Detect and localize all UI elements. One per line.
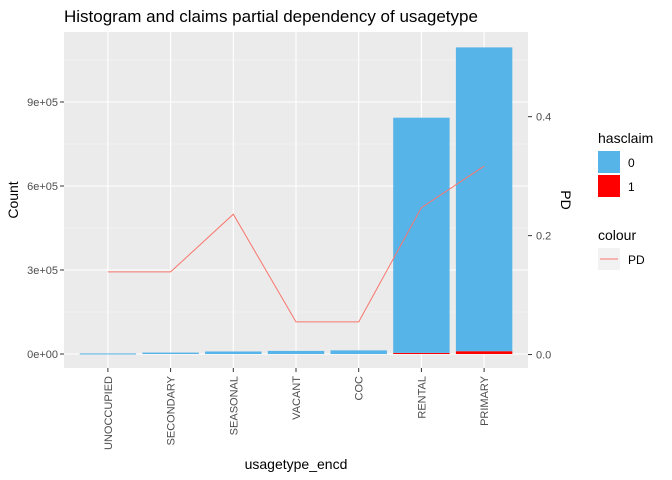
bar-coc-hasclaim-0 [330,350,387,354]
y-axis-left: 0e+00 3e+05 6e+05 9e+05 [27,97,64,361]
x-tick-label-secondary: SECONDARY [166,375,178,445]
bar-seasonal-hasclaim-0 [205,351,262,354]
legend-label-1: 1 [628,180,635,194]
x-axis: UNOCCUPIED SECONDARY SEASONAL VACANT COC RENT… [103,368,491,450]
bar-rental-hasclaim-1 [393,352,450,354]
x-tick-label-rental: RENTAL [416,376,428,419]
bar-unoccupied-hasclaim-0 [79,353,137,355]
x-tick-label-primary: PRIMARY [479,375,491,426]
y-axis-title: Count [5,181,21,218]
x-tick-label-seasonal: SEASONAL [228,376,240,435]
bars [79,47,513,355]
y2-axis-title: PD [558,190,574,209]
bar-primary-hasclaim-1 [455,351,513,354]
bar-primary-hasclaim-0 [455,47,513,352]
bar-vacant-hasclaim-0 [267,350,325,354]
legend-label-pd: PD [628,253,645,267]
bar-secondary-hasclaim-0 [142,352,199,354]
legend-fill-title: hasclaim [598,130,653,146]
y-tick-label: 9e+05 [27,97,58,109]
pd-line [107,165,485,323]
legend-key-0 [598,151,620,173]
legend: hasclaim 0 1 colour PD [598,130,653,270]
y-tick-label: 3e+05 [27,265,58,277]
pd-line-layer [107,165,485,323]
legend-colour-title: colour [598,227,636,243]
legend-key-1 [598,175,620,197]
y2-tick-label: 0.4 [536,112,551,124]
legend-label-0: 0 [628,156,635,170]
x-axis-title: usagetype_encd [245,456,348,472]
x-tick-label-unoccupied: UNOCCUPIED [103,376,115,450]
y2-tick-label: 0.2 [536,231,551,243]
y-tick-label: 6e+05 [27,181,58,193]
y2-tick-label: 0.0 [536,350,551,362]
x-tick-label-vacant: VACANT [291,376,303,420]
bar-rental-hasclaim-0 [393,117,450,353]
y-axis-right: 0.0 0.2 0.4 [528,112,551,362]
y-tick-label: 0e+00 [27,349,58,361]
x-tick-label-coc: COC [354,376,366,401]
chart-title: Histogram and claims partial dependency … [64,7,478,26]
